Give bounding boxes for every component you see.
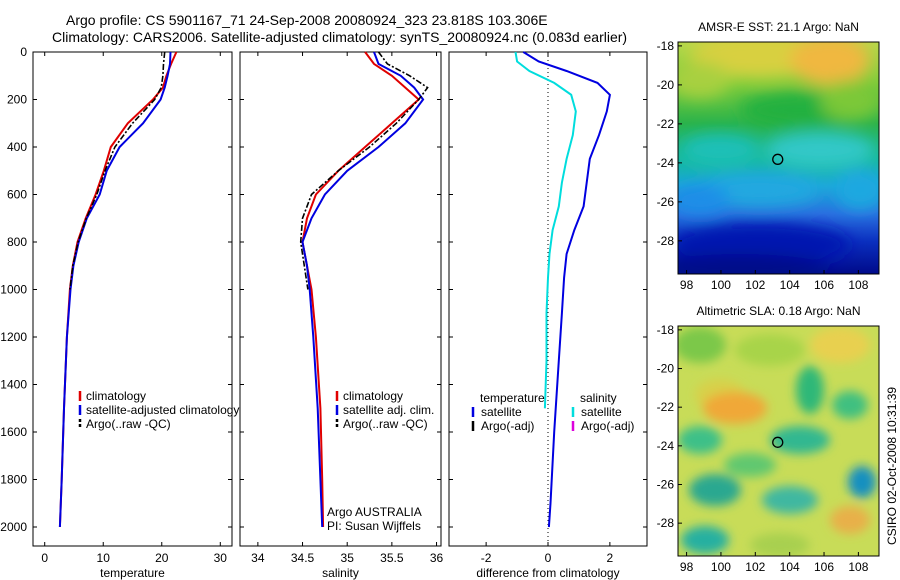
climatology-title: Climatology: CARS2006. Satellite-adjuste…	[52, 29, 628, 45]
sst-map-ytick-label: -20	[657, 78, 675, 92]
sla-map-ytick-label: -26	[657, 477, 675, 491]
sla-map-xtick-label: 102	[745, 560, 765, 574]
salinity-axes-frame	[239, 51, 442, 547]
temperature-xtick-label: 20	[155, 551, 169, 565]
profile-title: Argo profile: CS 5901167_71 24-Sep-2008 …	[66, 12, 548, 28]
temperature-xtick-label: 30	[214, 551, 228, 565]
sla-map-ytick-label: -24	[657, 439, 675, 453]
difference-legend-title: temperature	[480, 391, 545, 405]
depth-tick-label: 1000	[0, 283, 27, 297]
sst-map-ytick-label: -22	[657, 117, 675, 131]
depth-tick-label: 200	[7, 93, 27, 107]
difference-legend-label: Argo(-adj)	[481, 419, 534, 433]
temperature-series-climatology	[58, 51, 178, 528]
difference-xtick-label: 2	[607, 551, 614, 565]
salinity-xlabel: salinity	[322, 566, 359, 580]
sst-map-ytick-label: -26	[657, 195, 675, 209]
sst-map-xtick-label: 108	[848, 278, 868, 292]
salinity-xtick-label: 35	[341, 551, 355, 565]
sst-map-xtick-label: 98	[680, 278, 694, 292]
difference-legend-label: satellite	[481, 405, 522, 419]
temperature-xtick-label: 0	[41, 551, 48, 565]
difference-xlabel: difference from climatology	[476, 566, 619, 580]
temperature-legend-label: satellite-adjusted climatology	[86, 403, 239, 417]
temperature-xtick-label: 10	[97, 551, 111, 565]
difference-legend-label: satellite	[581, 405, 622, 419]
sst-map-xtick-label: 104	[780, 278, 800, 292]
sla-map-field	[678, 326, 879, 556]
sst-map-title: AMSR-E SST: 21.1 Argo: NaN	[698, 20, 859, 34]
temperature-series-satellite-adjusted-climatology	[58, 51, 172, 528]
sst-map-xtick-label: 102	[745, 278, 765, 292]
sla-map-xtick-label: 100	[711, 560, 731, 574]
difference-xtick-label: 0	[545, 551, 552, 565]
sst-map-field	[678, 42, 879, 274]
depth-tick-label: 2000	[0, 520, 27, 534]
sla-map-frame	[677, 325, 880, 557]
salinity-xtick-label: 35.5	[380, 551, 404, 565]
sla-map-xtick-label: 104	[780, 560, 800, 574]
temperature-legend-label: Argo(..raw -QC)	[86, 417, 171, 431]
difference-series-salinity-satellite	[514, 51, 577, 409]
temperature-series-argo-raw-qc-	[69, 51, 166, 290]
salinity-series-satellite-adj-clim-	[301, 51, 425, 528]
salinity-xtick-label: 36	[430, 551, 444, 565]
sst-map-ytick-label: -18	[657, 39, 675, 53]
sla-map-ytick-label: -28	[657, 516, 675, 530]
difference-xtick-label: -2	[481, 551, 492, 565]
depth-tick-label: 400	[7, 140, 27, 154]
salinity-legend-label: Argo(..raw -QC)	[343, 417, 428, 431]
salinity-series-argo-raw-qc-	[299, 51, 429, 290]
sla-map-ytick-label: -18	[657, 323, 675, 337]
sla-map-xtick-label: 98	[680, 560, 694, 574]
depth-tick-label: 1600	[0, 425, 27, 439]
salinity-annotation: Argo AUSTRALIA	[327, 505, 422, 519]
difference-legend-title: salinity	[580, 391, 617, 405]
sla-map-ytick-label: -20	[657, 362, 675, 376]
difference-series-temperature-satellite	[522, 51, 611, 528]
temperature-xlabel: temperature	[100, 566, 165, 580]
salinity-xtick-label: 34.5	[291, 551, 315, 565]
sst-map-ytick-label: -28	[657, 234, 675, 248]
difference-legend-label: Argo(-adj)	[581, 419, 634, 433]
depth-tick-label: 1200	[0, 330, 27, 344]
depth-tick-label: 1400	[0, 378, 27, 392]
sla-map-xtick-label: 106	[814, 560, 834, 574]
salinity-legend-label: climatology	[343, 389, 403, 403]
sla-map-argo-marker	[772, 436, 784, 448]
sst-map-ytick-label: -24	[657, 156, 675, 170]
sla-map-ytick-label: -22	[657, 400, 675, 414]
sst-map-xtick-label: 100	[711, 278, 731, 292]
depth-tick-label: 1800	[0, 473, 27, 487]
depth-tick-label: 800	[7, 235, 27, 249]
salinity-xtick-label: 34	[251, 551, 265, 565]
salinity-annotation: PI: Susan Wijffels	[327, 519, 421, 533]
sst-map-xtick-label: 106	[814, 278, 834, 292]
temperature-axes-frame	[32, 51, 233, 547]
sla-map-title: Altimetric SLA: 0.18 Argo: NaN	[696, 304, 860, 318]
sst-map-argo-marker	[772, 153, 784, 165]
salinity-series-climatology	[301, 51, 421, 528]
sla-map-xtick-label: 108	[848, 560, 868, 574]
depth-tick-label: 600	[7, 188, 27, 202]
salinity-legend-label: satellite adj. clim.	[343, 403, 434, 417]
depth-tick-label: 0	[20, 45, 27, 59]
temperature-legend-label: climatology	[86, 389, 146, 403]
sst-map-frame	[677, 41, 880, 275]
